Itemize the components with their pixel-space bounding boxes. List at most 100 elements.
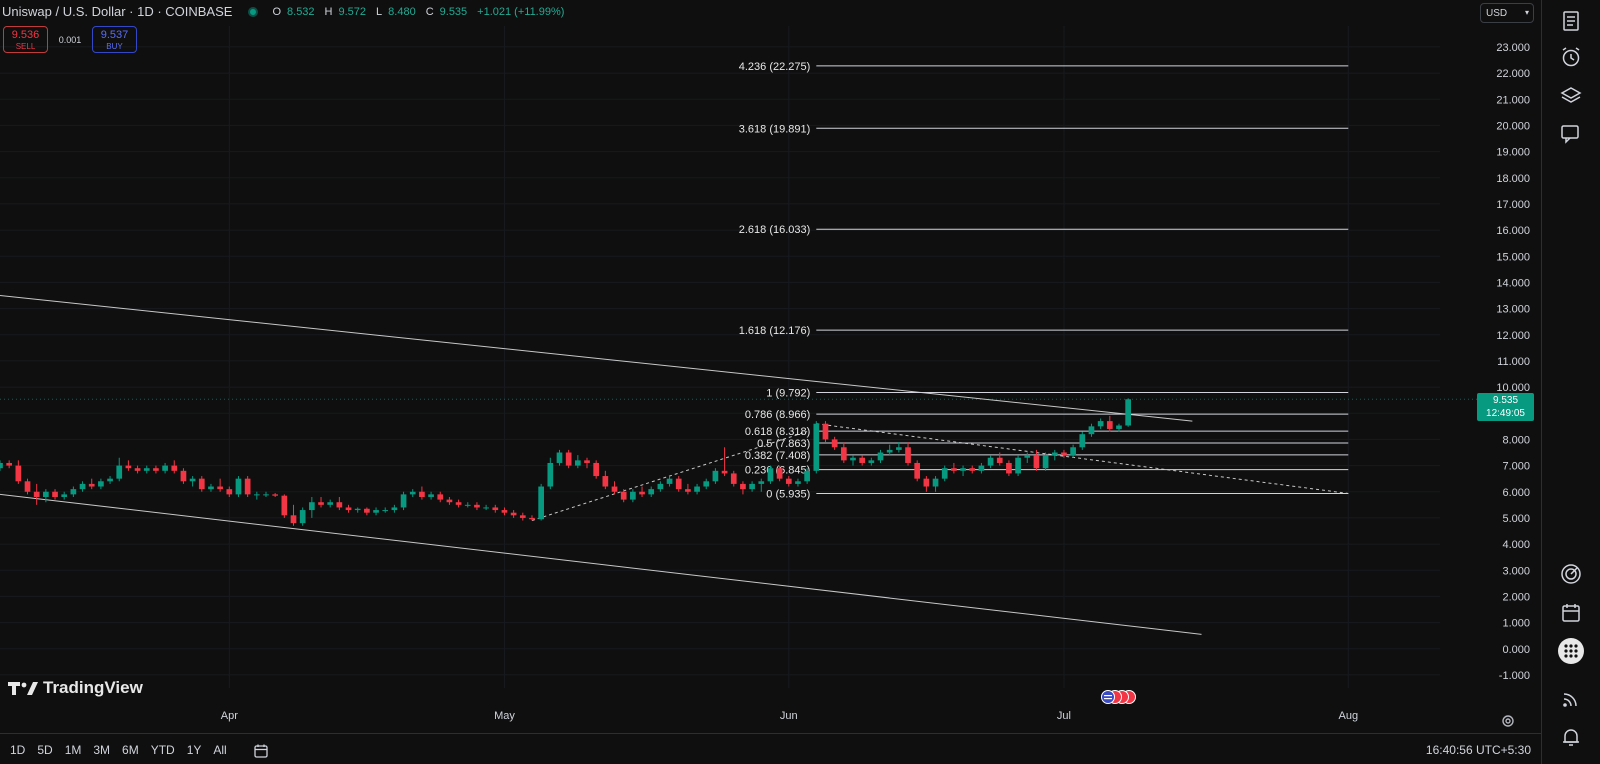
candle-body bbox=[850, 457, 856, 461]
candle-body bbox=[675, 478, 682, 490]
currency-select[interactable]: USD ▾ bbox=[1480, 3, 1534, 23]
candle-body bbox=[492, 507, 499, 511]
range-6m[interactable]: 6M bbox=[122, 743, 139, 757]
candle-body bbox=[859, 457, 866, 463]
candle-body bbox=[6, 462, 13, 466]
chat-icon[interactable] bbox=[1558, 121, 1584, 147]
fib-level-label: 0.618 (8.318) bbox=[745, 426, 810, 438]
candle-body bbox=[960, 468, 966, 471]
fibonacci-extension[interactable]: 0 (5.935)0.236 (6.845)0.382 (7.408)0.5 (… bbox=[739, 61, 1349, 501]
candle-body bbox=[15, 465, 22, 482]
range-ytd[interactable]: YTD bbox=[150, 743, 175, 757]
price-tick-label: 4.000 bbox=[1502, 539, 1530, 551]
watchlist-icon[interactable] bbox=[1558, 8, 1584, 34]
range-1d[interactable]: 1D bbox=[10, 743, 26, 757]
candle-body bbox=[244, 478, 251, 495]
candle-body bbox=[253, 494, 260, 496]
candle-body bbox=[143, 468, 150, 471]
candle-body bbox=[776, 468, 783, 479]
candle-body bbox=[565, 452, 572, 466]
candle-body bbox=[364, 508, 370, 513]
candle-body bbox=[309, 502, 315, 511]
candle-body bbox=[162, 465, 168, 471]
trendline[interactable] bbox=[0, 295, 1193, 422]
dots-grid-icon[interactable] bbox=[1558, 638, 1584, 664]
fib-level-label: 2.618 (16.033) bbox=[739, 224, 811, 236]
candle-body bbox=[1070, 447, 1076, 456]
sell-button[interactable]: 9.536 SELL bbox=[3, 26, 48, 53]
price-tick-label: 13.000 bbox=[1496, 304, 1530, 316]
candle-body bbox=[694, 486, 700, 492]
candle-body bbox=[510, 512, 517, 516]
buy-button[interactable]: 9.537 BUY bbox=[92, 26, 137, 53]
candle-body bbox=[61, 494, 68, 497]
candle-body bbox=[703, 481, 710, 487]
candle-body bbox=[620, 491, 627, 500]
fib-level-label: 4.236 (22.275) bbox=[739, 61, 811, 73]
candle-body bbox=[584, 460, 590, 463]
candle-body bbox=[813, 423, 820, 471]
candle-body bbox=[153, 468, 159, 471]
calendar-icon[interactable] bbox=[1558, 600, 1584, 626]
change-value: +1.021 (+11.99%) bbox=[477, 5, 565, 18]
range-1y[interactable]: 1Y bbox=[186, 743, 202, 757]
symbol-title[interactable]: Uniswap / U.S. Dollar · 1D · COINBASE bbox=[2, 4, 233, 19]
trendlines[interactable] bbox=[0, 295, 1349, 635]
candle-body bbox=[519, 515, 526, 518]
calendar-range-icon bbox=[254, 744, 268, 758]
price-tick-label: 18.000 bbox=[1496, 173, 1530, 185]
price-tick-label: 6.000 bbox=[1502, 487, 1530, 499]
candle-body bbox=[437, 494, 444, 500]
broadcast-icon[interactable] bbox=[1558, 686, 1584, 712]
fib-level-label: 0 (5.935) bbox=[766, 488, 810, 500]
target-icon[interactable] bbox=[1558, 561, 1584, 587]
candle-body bbox=[446, 499, 453, 503]
fib-level-label: 1.618 (12.176) bbox=[739, 325, 811, 337]
range-all[interactable]: All bbox=[213, 743, 227, 757]
time-tick-label: Aug bbox=[1338, 710, 1358, 722]
high-label: H bbox=[324, 5, 333, 18]
candle-body bbox=[299, 510, 306, 524]
candle-body bbox=[88, 483, 95, 487]
candle-body bbox=[98, 481, 104, 487]
price-tick-label: 8.000 bbox=[1502, 434, 1530, 446]
sell-label: SELL bbox=[15, 42, 36, 51]
utc-clock[interactable]: 16:40:56 UTC+5:30 bbox=[1425, 743, 1531, 757]
candle-body bbox=[501, 510, 508, 513]
candle-body bbox=[226, 489, 233, 495]
price-tick-label: 14.000 bbox=[1496, 277, 1530, 289]
bell-icon[interactable] bbox=[1558, 724, 1584, 750]
price-axis[interactable]: -1.000 0.000 1.000 2.000 3.000 4.000 5.000 6.00… bbox=[1496, 42, 1530, 682]
candle-body bbox=[685, 489, 691, 492]
candle-body bbox=[1097, 421, 1104, 427]
open-value: 8.532 bbox=[287, 5, 315, 18]
candle-body bbox=[1088, 426, 1095, 435]
candle-body bbox=[639, 491, 645, 495]
range-1m[interactable]: 1M bbox=[64, 743, 82, 757]
candle-body bbox=[1125, 399, 1131, 426]
date-range-button[interactable] bbox=[253, 743, 269, 762]
layers-icon[interactable] bbox=[1558, 83, 1584, 109]
alarm-clock-icon[interactable] bbox=[1558, 44, 1584, 70]
range-5d[interactable]: 5D bbox=[37, 743, 53, 757]
fib-level-label: 0.5 (7.863) bbox=[757, 438, 810, 450]
candle-body bbox=[345, 507, 352, 511]
candle-body bbox=[464, 504, 471, 506]
candle-body bbox=[189, 478, 196, 482]
tradingview-logo[interactable]: TradingView bbox=[8, 678, 143, 698]
candle-body bbox=[969, 468, 976, 471]
candle-body bbox=[116, 465, 123, 479]
price-tick-label: 19.000 bbox=[1496, 147, 1530, 159]
trendline[interactable] bbox=[0, 493, 1202, 635]
time-axis[interactable]: Apr May Jun Jul Aug bbox=[221, 710, 1358, 722]
economic-events-icon[interactable] bbox=[1093, 689, 1139, 705]
chevron-down-icon: ▾ bbox=[1524, 8, 1529, 17]
low-value: 8.480 bbox=[388, 5, 416, 18]
bar-countdown: 12:49:05 bbox=[1486, 408, 1525, 419]
chart-grid bbox=[0, 26, 1477, 688]
gear-icon[interactable] bbox=[1500, 713, 1516, 729]
candle-body bbox=[272, 494, 279, 496]
candle-body bbox=[758, 481, 765, 484]
range-3m[interactable]: 3M bbox=[93, 743, 111, 757]
